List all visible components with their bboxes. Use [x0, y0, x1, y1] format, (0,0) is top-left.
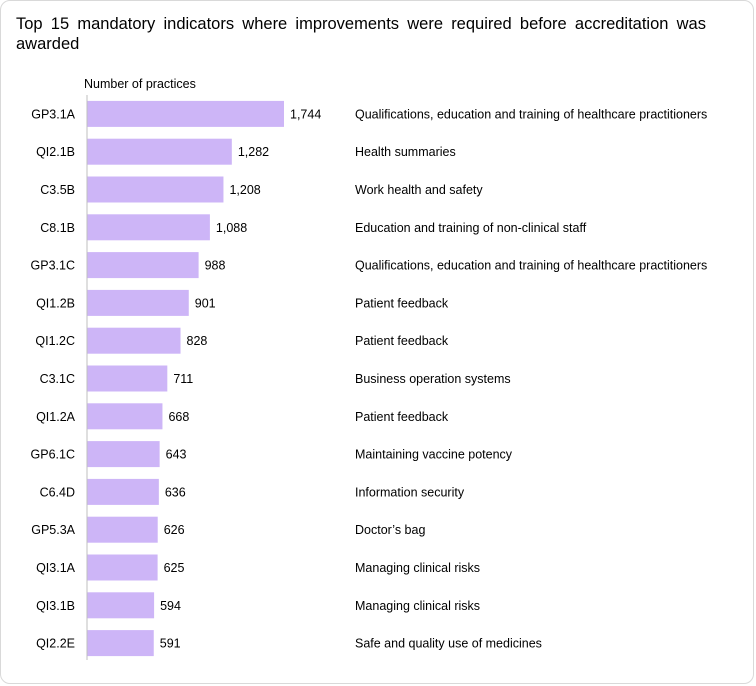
value-label: 626: [164, 523, 185, 537]
indicator-description: Qualifications, education and training o…: [355, 259, 707, 273]
bars-layer: GP3.1A 1,744 Qualifications, education and…: [31, 100, 707, 657]
indicator-description: Doctor’s bag: [355, 523, 425, 537]
category-label: QI3.1A: [36, 561, 76, 575]
bar: [87, 630, 154, 657]
category-label: QI2.2E: [36, 637, 75, 651]
bar: [87, 365, 168, 392]
category-label: C6.4D: [40, 485, 75, 499]
value-label: 594: [160, 599, 181, 613]
bar: [87, 100, 284, 127]
value-label: 988: [205, 259, 226, 273]
indicator-description: Safe and quality use of medicines: [355, 637, 542, 651]
indicator-description: Patient feedback: [355, 410, 449, 424]
value-label: 636: [165, 485, 186, 499]
value-label: 1,282: [238, 145, 269, 159]
bar: [87, 403, 163, 430]
category-label: QI3.1B: [36, 599, 75, 613]
bar: [87, 441, 160, 468]
indicator-description: Education and training of non-clinical s…: [355, 221, 587, 235]
category-label: QI1.2C: [35, 334, 75, 348]
category-label: QI1.2A: [36, 410, 76, 424]
bar: [87, 289, 189, 316]
category-label: C3.1C: [40, 372, 75, 386]
indicator-description: Patient feedback: [355, 296, 449, 310]
value-label: 1,744: [290, 107, 321, 121]
indicator-description: Work health and safety: [355, 183, 483, 197]
category-label: GP6.1C: [31, 448, 75, 462]
indicator-description: Health summaries: [355, 145, 456, 159]
value-label: 1,088: [216, 221, 247, 235]
indicator-description: Patient feedback: [355, 334, 449, 348]
value-label: 668: [168, 410, 189, 424]
category-label: QI2.1B: [36, 145, 75, 159]
indicator-description: Maintaining vaccine potency: [355, 448, 513, 462]
indicator-description: Managing clinical risks: [355, 599, 480, 613]
bar: [87, 176, 224, 203]
category-label: GP5.3A: [31, 523, 75, 537]
category-label: GP3.1A: [31, 107, 75, 121]
bar: [87, 592, 155, 619]
bar: [87, 478, 159, 505]
value-label: 625: [164, 561, 185, 575]
bar: [87, 516, 158, 543]
bar: [87, 327, 181, 354]
category-label: C3.5B: [40, 183, 75, 197]
value-label: 643: [166, 448, 187, 462]
indicator-description: Qualifications, education and training o…: [355, 107, 707, 121]
value-label: 1,208: [229, 183, 260, 197]
category-label: C8.1B: [40, 221, 75, 235]
value-label: 711: [173, 372, 193, 386]
indicator-description: Information security: [355, 485, 465, 499]
bar: [87, 554, 158, 581]
indicator-description: Managing clinical risks: [355, 561, 480, 575]
value-label: 828: [187, 334, 208, 348]
value-label: 591: [160, 637, 181, 651]
category-label: GP3.1C: [31, 259, 75, 273]
indicator-description: Business operation systems: [355, 372, 511, 386]
value-label: 901: [195, 296, 216, 310]
x-axis-label: Number of practices: [84, 77, 196, 91]
bar: [87, 138, 232, 165]
category-label: QI1.2B: [36, 296, 75, 310]
bar: [87, 252, 199, 279]
bar: [87, 214, 210, 241]
chart-title: Top 15 mandatory indicators where improv…: [16, 15, 706, 53]
